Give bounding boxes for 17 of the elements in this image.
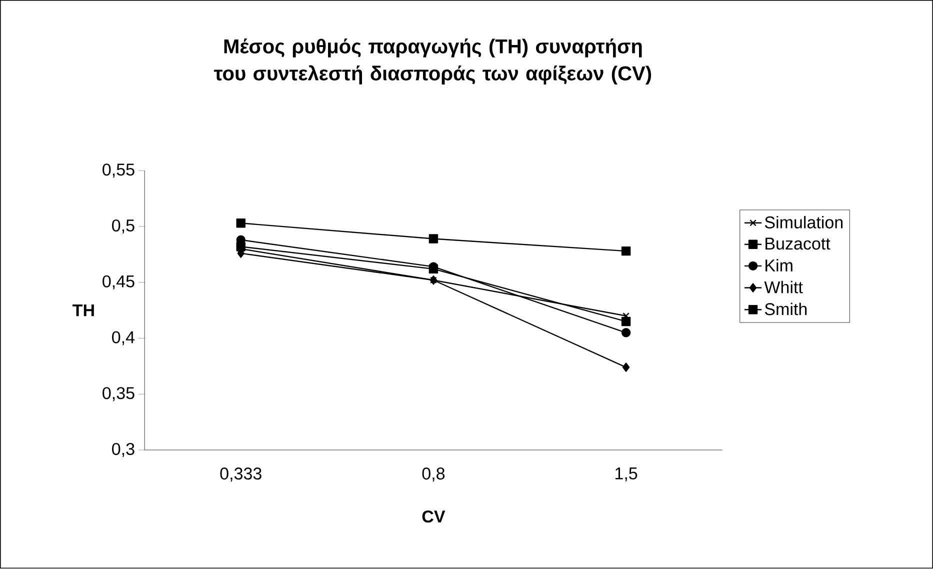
legend-label: Kim (766, 259, 792, 272)
y-tick-label: 0,55 (102, 164, 134, 178)
legend-label: Buzacott (766, 238, 830, 250)
x-tick-label: 0,8 (422, 468, 445, 482)
legend-label: Whitt (764, 281, 803, 294)
legend-label: Smith (764, 302, 807, 316)
y-tick-label: 0,3 (112, 443, 134, 458)
legend-label: Simulation (764, 216, 843, 229)
y-tick-label: 0,45 (102, 276, 134, 290)
y-axis-title: TH (72, 304, 94, 316)
x-axis-title: CV (422, 510, 446, 523)
x-tick-label: 0,333 (220, 468, 262, 482)
y-tick-label: 0,4 (112, 331, 135, 346)
y-tick-label: 0,35 (102, 387, 134, 402)
x-tick-label: 1,5 (616, 468, 638, 482)
chart-title: Μέσος ρυθμός παραγωγής (TH) συναρτήση του συντελεστή διασποράς των αφίξεων (CV) (214, 38, 652, 85)
y-tick-label: 0,5 (112, 220, 134, 234)
